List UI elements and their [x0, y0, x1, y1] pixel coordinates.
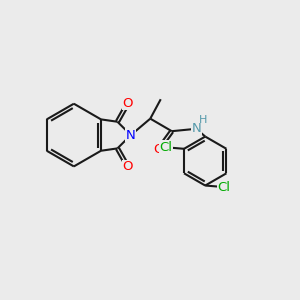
Text: H: H — [199, 115, 207, 125]
Text: N: N — [126, 129, 136, 142]
Text: O: O — [153, 143, 164, 156]
Text: O: O — [123, 97, 133, 110]
Text: Cl: Cl — [160, 141, 172, 154]
Text: N: N — [191, 122, 201, 135]
Text: Cl: Cl — [217, 181, 230, 194]
Text: O: O — [123, 160, 133, 173]
